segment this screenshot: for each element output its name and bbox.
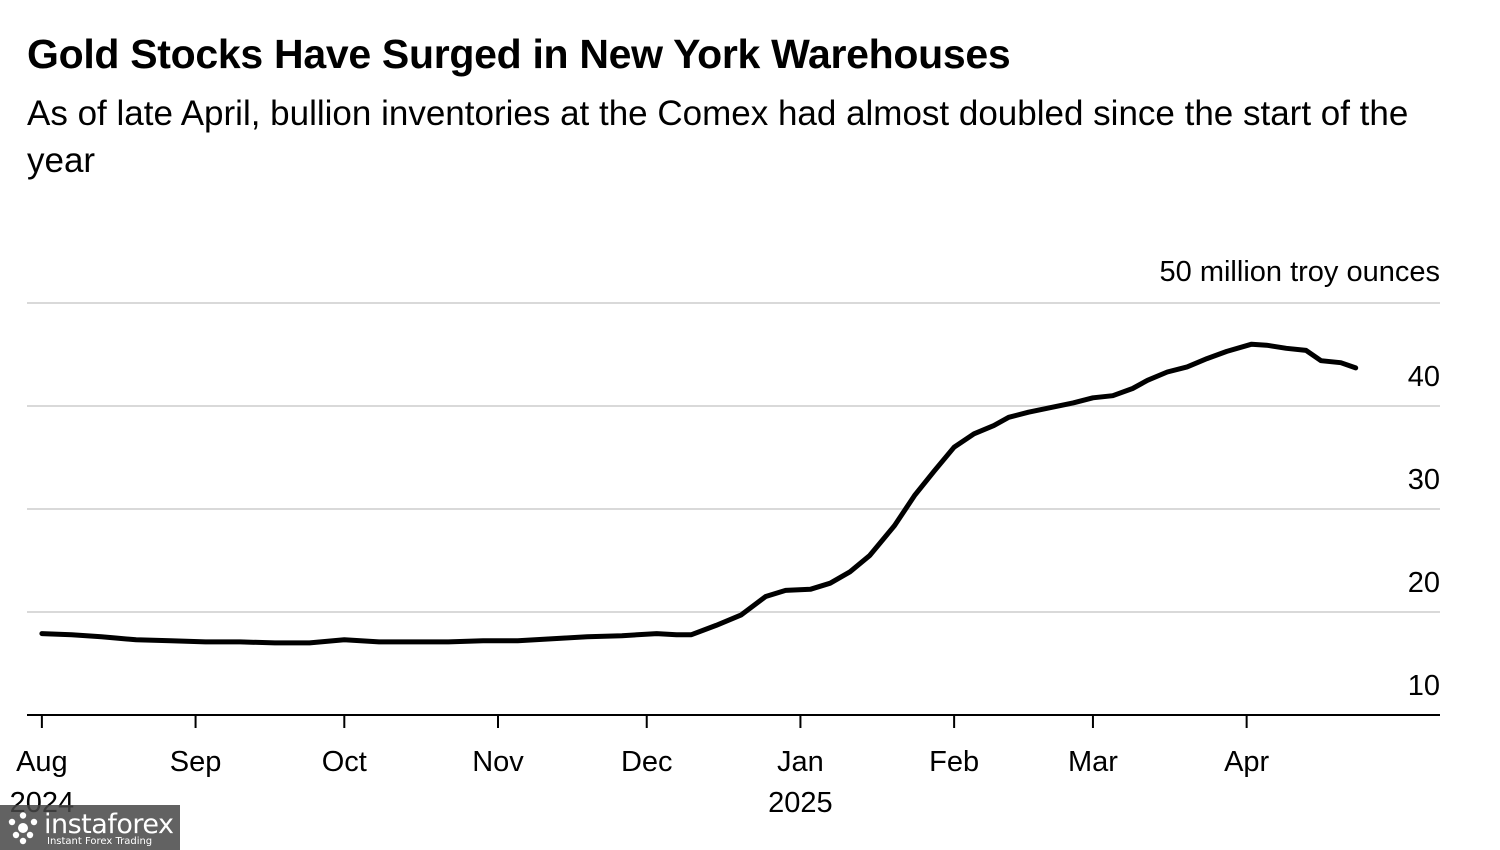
x-tick-label-nov: Nov: [472, 746, 524, 778]
y-tick-label-40: 40: [1408, 361, 1440, 393]
y-tick-label-20: 20: [1408, 567, 1440, 599]
chart-title: Gold Stocks Have Surged in New York Ware…: [27, 31, 1011, 77]
chart-subtitle: As of late April, bullion inventories at…: [27, 94, 1409, 180]
instaforex-watermark: instaforex Instant Forex Trading: [0, 805, 180, 850]
y-tick-label-30: 30: [1408, 464, 1440, 496]
unit-label: 50 million troy ounces: [1160, 256, 1440, 288]
x-tick-label-feb: Feb: [929, 746, 979, 778]
y-tick-label-10: 10: [1408, 670, 1440, 702]
x-tick-label-oct: Oct: [322, 746, 367, 778]
watermark-tagline: Instant Forex Trading: [47, 836, 153, 847]
x-tick-label-dec: Dec: [621, 746, 673, 778]
x-tick-label-apr: Apr: [1224, 746, 1269, 778]
x-tick-label-mar: Mar: [1068, 746, 1118, 778]
series-line-0: [39, 341, 1359, 646]
x-tick-label-sep: Sep: [170, 746, 222, 778]
instaforex-logo-icon: [8, 812, 38, 845]
x-tick-label-aug: Aug: [16, 746, 68, 778]
x-tick-year-2025: 2025: [768, 787, 833, 819]
x-tick-label-jan: Jan: [777, 746, 824, 778]
watermark-name: instaforex: [44, 809, 174, 840]
